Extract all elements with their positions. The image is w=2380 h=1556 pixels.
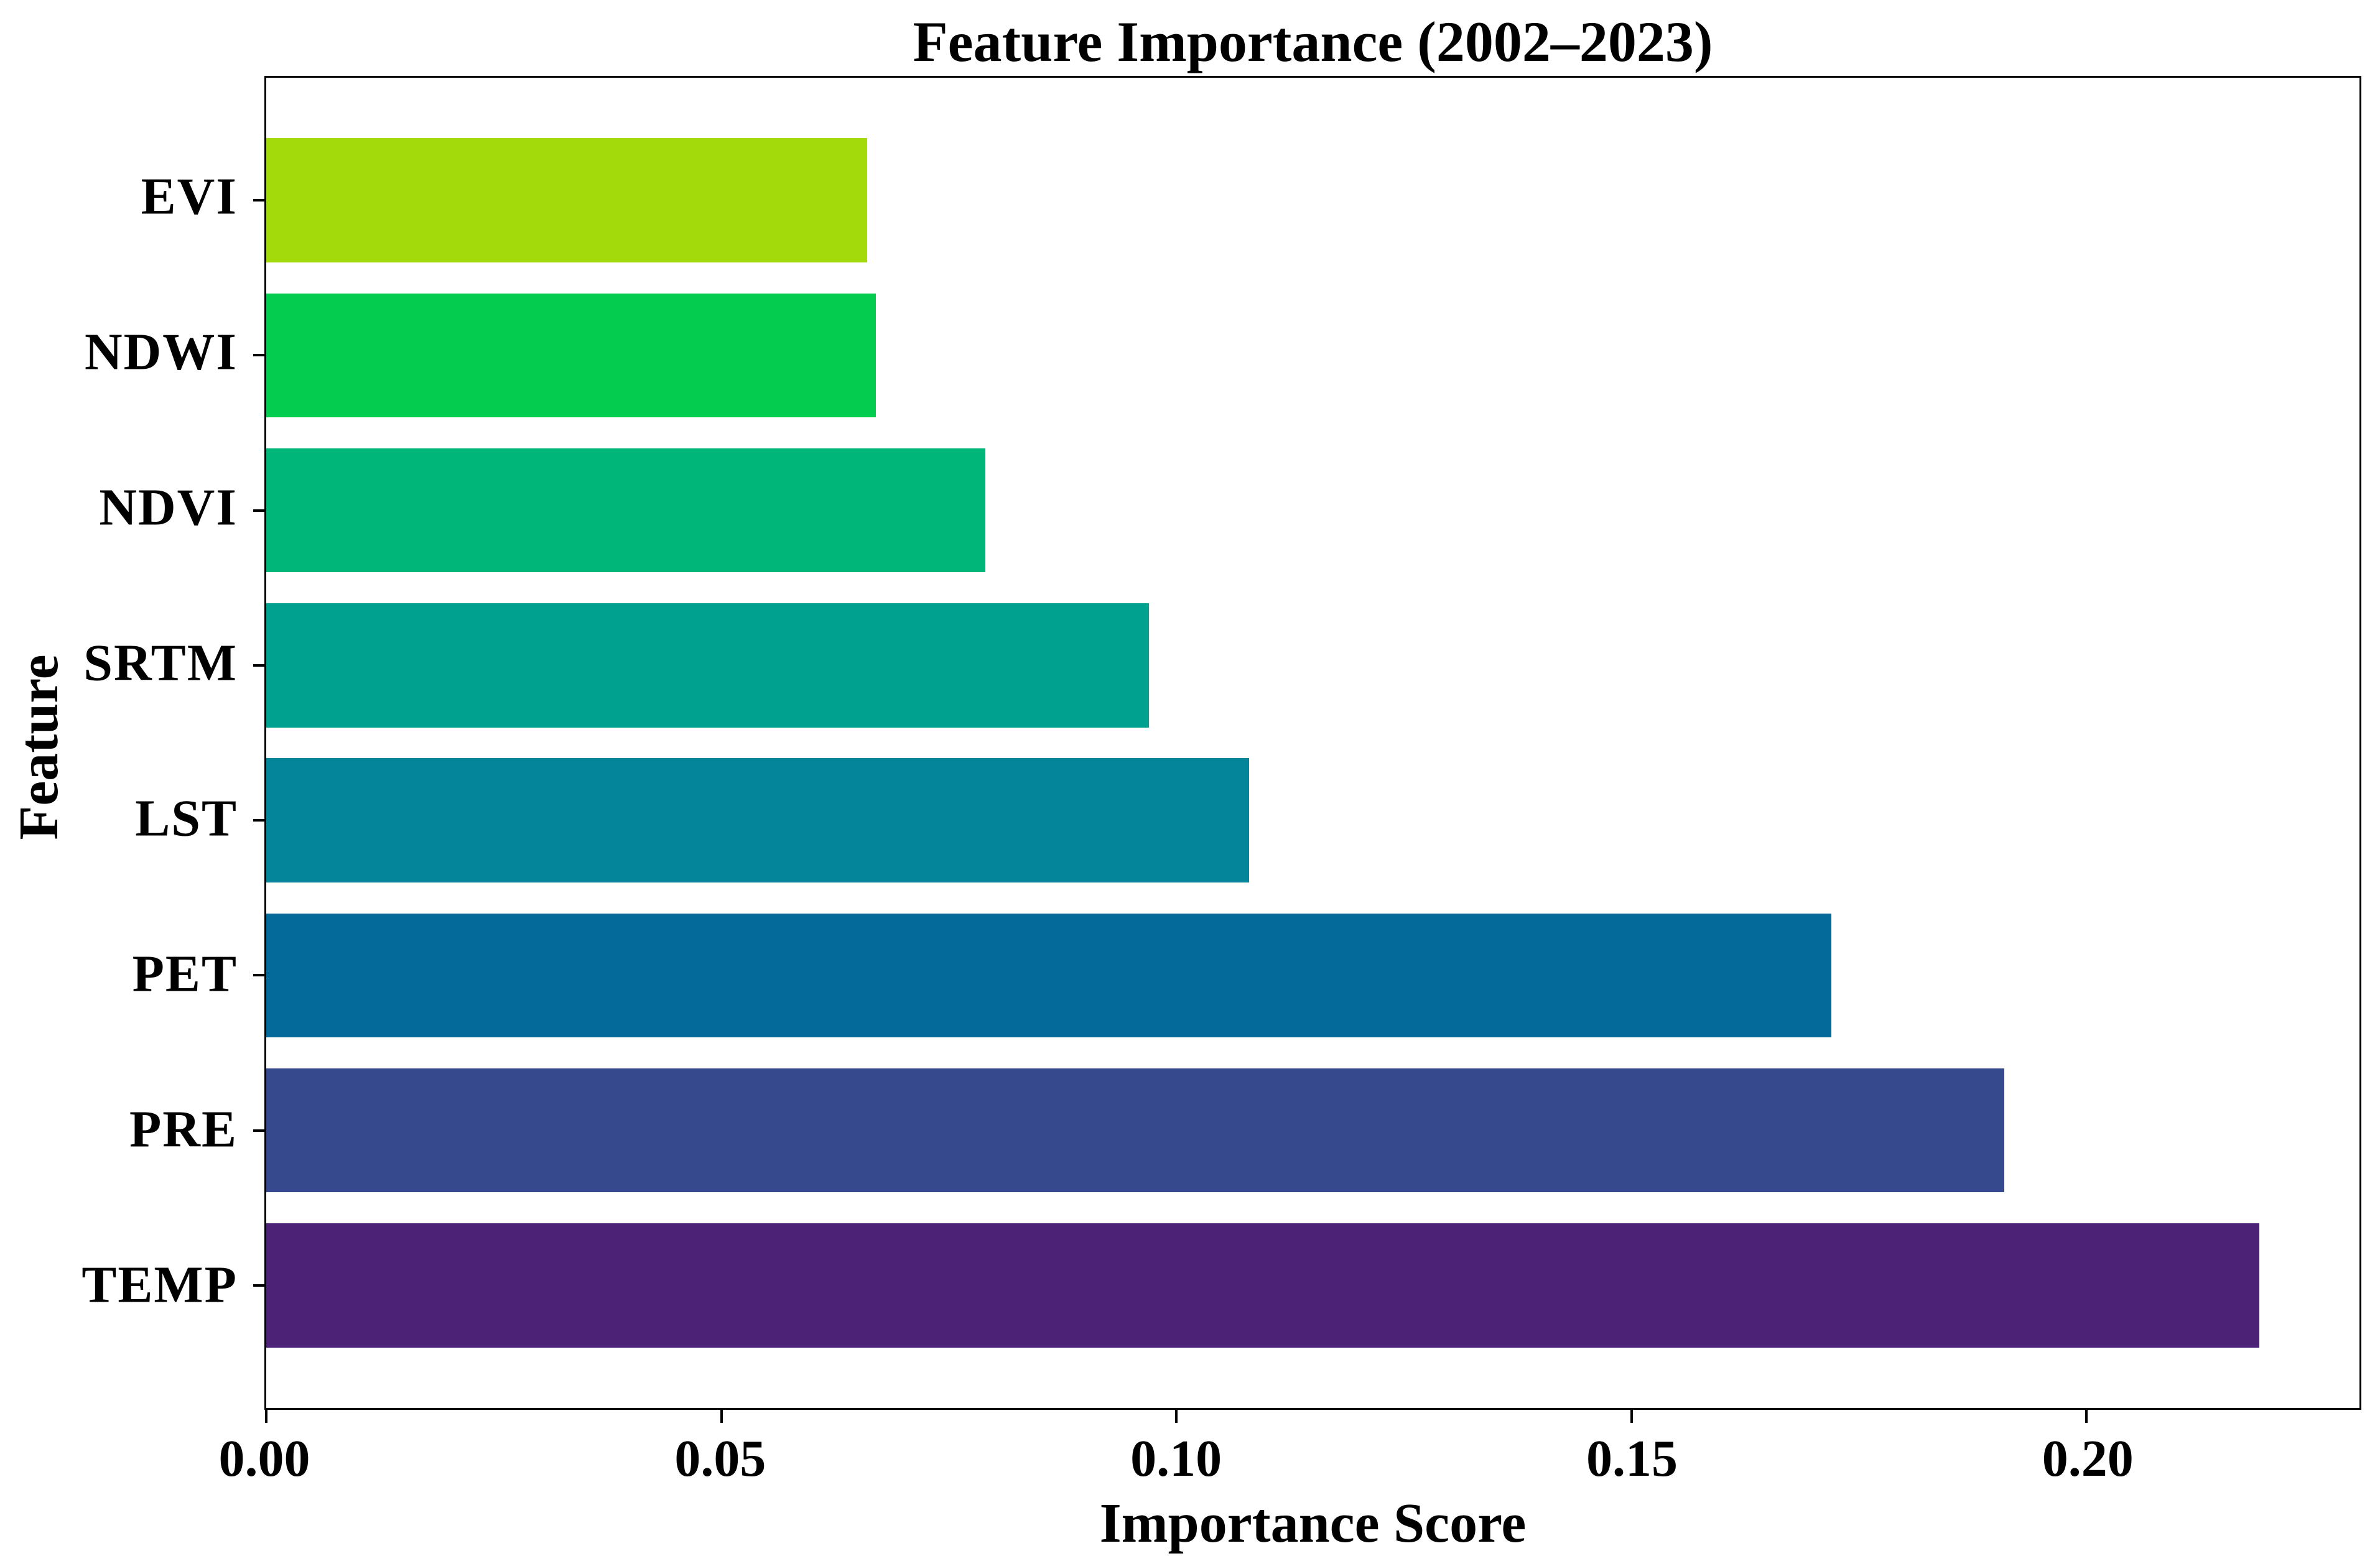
- y-tick-label-evi: EVI: [141, 167, 238, 226]
- x-tick-0.20: [2085, 1410, 2088, 1423]
- x-tick-0.15: [1630, 1410, 1633, 1423]
- y-tick-ndvi: [253, 509, 266, 512]
- bar-temp: [266, 1223, 2260, 1348]
- y-tick-label-lst: LST: [135, 789, 238, 848]
- y-tick-labels: EVI NDWI NDVI SRTM LST PET PRE TEMP: [0, 76, 238, 1410]
- x-tick-label-0.10: 0.10: [1130, 1430, 1222, 1488]
- y-tick-evi: [253, 198, 266, 201]
- plot-area: [253, 76, 2361, 1423]
- x-axis-label: Importance Score: [1099, 1493, 1527, 1554]
- chart-title: Feature Importance (2002–2023): [913, 10, 1713, 73]
- bar-lst: [266, 758, 1250, 882]
- x-tick-0.00: [265, 1410, 267, 1423]
- y-tick-label-ndvi: NDVI: [99, 478, 238, 537]
- bar-pet: [266, 913, 1832, 1038]
- y-axis-label: Feature: [8, 654, 70, 840]
- x-tick-label-0.05: 0.05: [674, 1430, 766, 1488]
- x-tick-0.10: [1175, 1410, 1178, 1423]
- x-tick-0.05: [720, 1410, 723, 1423]
- x-tick-label-0.00: 0.00: [218, 1430, 310, 1488]
- bar-evi: [266, 138, 867, 262]
- y-tick-pre: [253, 1129, 266, 1132]
- y-tick-label-pet: PET: [132, 945, 238, 1003]
- bar-srtm: [266, 603, 1150, 728]
- y-tick-label-srtm: SRTM: [83, 634, 238, 692]
- bar-pre: [266, 1068, 2005, 1193]
- bar-ndwi: [266, 293, 876, 417]
- y-tick-label-pre: PRE: [129, 1100, 238, 1159]
- y-tick-label-temp: TEMP: [81, 1256, 238, 1314]
- y-tick-label-ndwi: NDWI: [84, 323, 238, 381]
- x-tick-label-0.15: 0.15: [1586, 1430, 1678, 1488]
- x-tick-labels: 0.00 0.05 0.10 0.15 0.20: [219, 1429, 2361, 1491]
- y-tick-temp: [253, 1284, 266, 1287]
- bar-ndvi: [266, 448, 985, 573]
- x-tick-label-0.20: 0.20: [2042, 1430, 2134, 1488]
- y-tick-lst: [253, 819, 266, 822]
- y-tick-ndwi: [253, 354, 266, 357]
- y-tick-srtm: [253, 664, 266, 667]
- y-tick-pet: [253, 974, 266, 977]
